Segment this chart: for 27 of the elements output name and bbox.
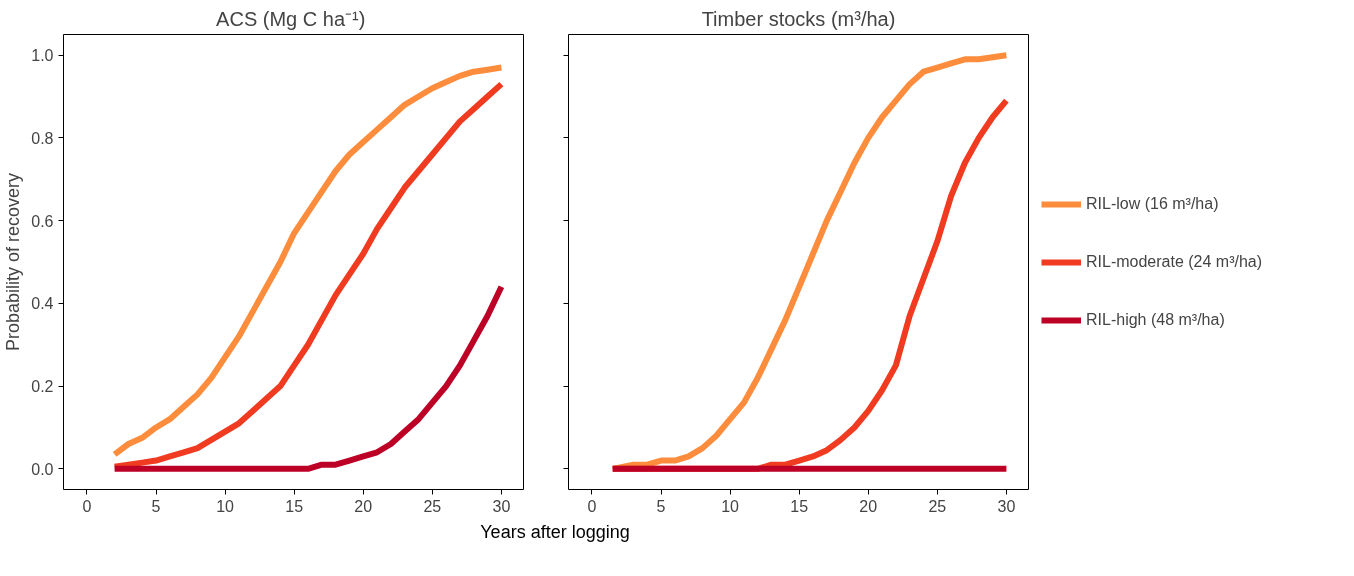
y-tick-label: 0.6 bbox=[31, 212, 54, 230]
x-tick-label: 0 bbox=[82, 497, 92, 515]
y-axis-title: Probability of recovery bbox=[3, 172, 24, 352]
y-tick-label: 0.8 bbox=[31, 129, 54, 147]
x-tick-label: 15 bbox=[285, 497, 304, 515]
x-tick-label: 0 bbox=[587, 497, 597, 515]
x-tick-label: 30 bbox=[997, 497, 1016, 515]
x-tick-label: 10 bbox=[721, 497, 740, 515]
y-tick-label: 0.0 bbox=[31, 460, 54, 478]
y-tick-label: 1.0 bbox=[31, 47, 54, 65]
x-tick-label: 20 bbox=[354, 497, 373, 515]
x-tick-label: 25 bbox=[928, 497, 947, 515]
x-tick-label: 15 bbox=[790, 497, 809, 515]
legend-label: RIL-low (16 m³/ha) bbox=[1086, 194, 1219, 213]
x-tick-label: 25 bbox=[423, 497, 442, 515]
chart-title: ACS (Mg C ha⁻¹) bbox=[216, 7, 366, 30]
legend-label: RIL-moderate (24 m³/ha) bbox=[1086, 252, 1263, 271]
x-tick-label: 5 bbox=[151, 497, 161, 515]
y-tick-label: 0.4 bbox=[31, 295, 54, 313]
y-tick-label: 0.2 bbox=[31, 378, 54, 396]
legend-label: RIL-high (48 m³/ha) bbox=[1086, 310, 1225, 329]
chart-title: Timber stocks (m³/ha) bbox=[701, 7, 896, 30]
x-tick-label: 10 bbox=[216, 497, 235, 515]
x-tick-label: 30 bbox=[492, 497, 511, 515]
x-tick-label: 5 bbox=[656, 497, 666, 515]
x-tick-label: 20 bbox=[859, 497, 878, 515]
x-axis-title: Years after logging bbox=[480, 521, 630, 544]
